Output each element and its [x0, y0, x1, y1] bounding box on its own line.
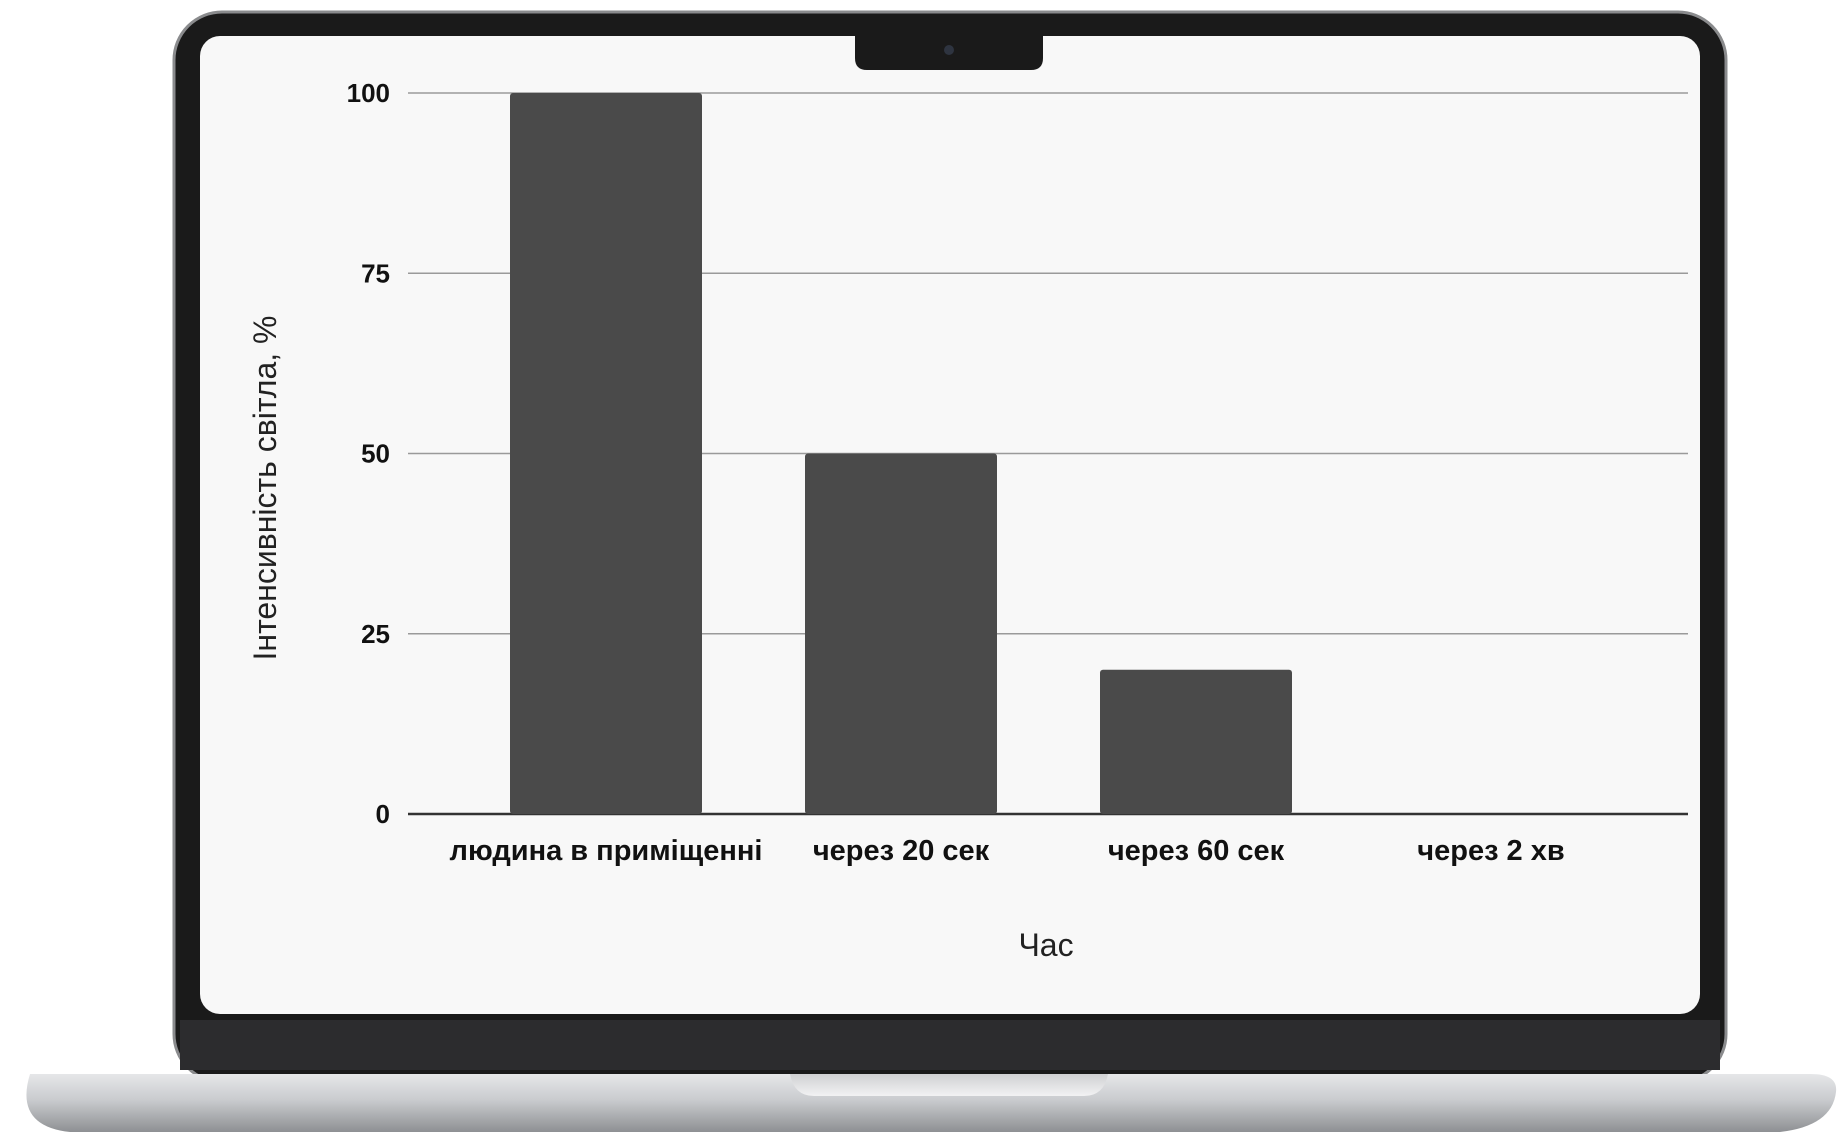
y-tick-labels: 0 25 50 75 100: [347, 78, 390, 829]
camera-icon: [944, 45, 954, 55]
laptop-bezel-bottom: [180, 1020, 1720, 1070]
x-tick-label: через 20 сек: [813, 835, 990, 867]
bar: [1100, 669, 1292, 814]
y-tick-label: 0: [376, 799, 390, 829]
x-tick-labels: людина в приміщенні через 20 сек через 60 …: [450, 835, 1565, 867]
x-tick-label: через 2 хв: [1417, 835, 1564, 867]
y-tick-label: 25: [361, 619, 390, 649]
bar-chart: 0 25 50 75 100 людина в приміщенні через 20 с…: [247, 78, 1688, 963]
laptop-base: [26, 1074, 1837, 1132]
bars: [510, 93, 1292, 814]
y-tick-label: 75: [361, 258, 390, 288]
y-axis-title: Інтенсивність світла, %: [247, 316, 283, 661]
y-tick-label: 100: [347, 78, 390, 108]
x-tick-label: через 60 сек: [1108, 835, 1285, 867]
y-tick-label: 50: [361, 439, 390, 469]
bar: [805, 453, 997, 814]
bar: [510, 93, 702, 814]
trackpad-notch: [790, 1074, 1108, 1096]
x-tick-label: людина в приміщенні: [450, 835, 763, 867]
x-axis-title: Час: [1018, 927, 1073, 963]
